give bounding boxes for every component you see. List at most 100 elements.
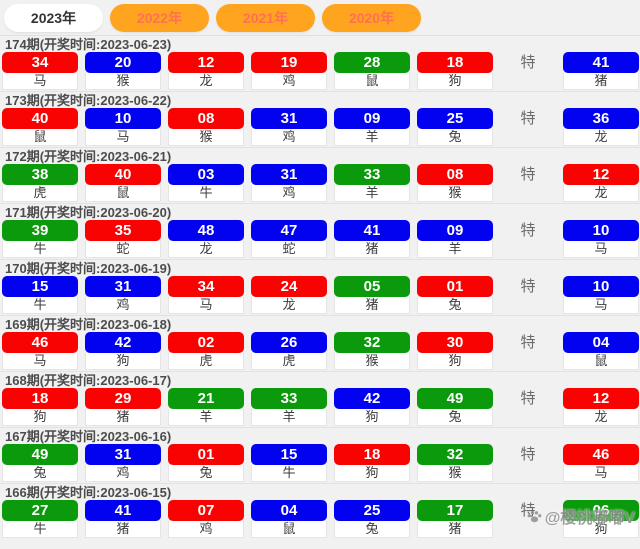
ball-zodiac-label: 牛 bbox=[2, 241, 78, 258]
ball-cell: 40 鼠 bbox=[85, 164, 161, 202]
ball-zodiac-label: 羊 bbox=[168, 409, 244, 426]
ball-zodiac-label: 龙 bbox=[251, 297, 327, 314]
tab-year-2020[interactable]: 2020年 bbox=[322, 4, 421, 32]
period-block: 168期(开奖时间:2023-06-17) 18 狗 29 猪 21 羊 33 羊 42 狗 49 兔特… bbox=[0, 371, 640, 427]
ball-cell: 21 羊 bbox=[168, 388, 244, 426]
ball-zodiac-label: 羊 bbox=[334, 185, 410, 202]
period-block: 169期(开奖时间:2023-06-18) 46 马 42 狗 02 虎 26 虎 32 猴 30 狗特… bbox=[0, 315, 640, 371]
ball-cell: 28 鼠 bbox=[334, 52, 410, 90]
ball-cell: 31 鸡 bbox=[251, 164, 327, 202]
special-ball-cell: 36 龙 bbox=[563, 108, 639, 146]
ball-number: 12 bbox=[168, 52, 244, 73]
ball-cell: 17 猪 bbox=[417, 500, 493, 538]
ball-number: 04 bbox=[251, 500, 327, 521]
ball-zodiac-label: 兔 bbox=[417, 129, 493, 146]
tab-year-2022[interactable]: 2022年 bbox=[110, 4, 209, 32]
ball-zodiac-label: 鸡 bbox=[251, 129, 327, 146]
ball-zodiac-label: 狗 bbox=[417, 73, 493, 90]
ball-zodiac-label: 鸡 bbox=[251, 73, 327, 90]
special-ball-number: 12 bbox=[563, 164, 639, 185]
balls-row: 40 鼠 10 马 08 猴 31 鸡 09 羊 25 兔特 36 龙 bbox=[0, 108, 640, 146]
ball-zodiac-label: 羊 bbox=[417, 241, 493, 258]
ball-zodiac-label: 鼠 bbox=[563, 353, 639, 370]
ball-zodiac-label: 鼠 bbox=[85, 185, 161, 202]
ball-number: 18 bbox=[334, 444, 410, 465]
ball-zodiac-label: 牛 bbox=[2, 297, 78, 314]
ball-zodiac-label: 龙 bbox=[563, 129, 639, 146]
ball-number: 20 bbox=[85, 52, 161, 73]
ball-cell: 05 猪 bbox=[334, 276, 410, 314]
ball-zodiac-label: 狗 bbox=[417, 353, 493, 370]
ball-cell: 12 龙 bbox=[168, 52, 244, 90]
ball-cell: 42 狗 bbox=[334, 388, 410, 426]
ball-zodiac-label: 牛 bbox=[251, 465, 327, 482]
ball-number: 40 bbox=[85, 164, 161, 185]
balls-row: 27 牛 41 猪 07 鸡 04 鼠 25 兔 17 猪特 06 狗 bbox=[0, 500, 640, 538]
year-tabbar: 2023年 2022年 2021年 2020年 bbox=[0, 0, 640, 36]
tab-year-2021[interactable]: 2021年 bbox=[216, 4, 315, 32]
ball-number: 31 bbox=[85, 444, 161, 465]
ball-zodiac-label: 猴 bbox=[85, 73, 161, 90]
ball-cell: 02 虎 bbox=[168, 332, 244, 370]
special-ball-number: 10 bbox=[563, 276, 639, 297]
ball-cell: 03 牛 bbox=[168, 164, 244, 202]
ball-zodiac-label: 马 bbox=[168, 297, 244, 314]
period-block: 170期(开奖时间:2023-06-19) 15 牛 31 鸡 34 马 24 龙 05 猪 01 兔特… bbox=[0, 259, 640, 315]
ball-number: 10 bbox=[85, 108, 161, 129]
ball-cell: 41 猪 bbox=[334, 220, 410, 258]
special-ball-cell: 10 马 bbox=[563, 276, 639, 314]
ball-zodiac-label: 龙 bbox=[563, 185, 639, 202]
balls-row: 38 虎 40 鼠 03 牛 31 鸡 33 羊 08 猴特 12 龙 bbox=[0, 164, 640, 202]
special-ball-number: 41 bbox=[563, 52, 639, 73]
ball-zodiac-label: 马 bbox=[2, 73, 78, 90]
ball-zodiac-label: 猪 bbox=[85, 409, 161, 426]
ball-zodiac-label: 鸡 bbox=[85, 465, 161, 482]
ball-number: 01 bbox=[417, 276, 493, 297]
special-ball-number: 36 bbox=[563, 108, 639, 129]
special-label: 特 bbox=[520, 166, 536, 183]
ball-zodiac-label: 狗 bbox=[334, 465, 410, 482]
ball-number: 17 bbox=[417, 500, 493, 521]
period-title: 168期(开奖时间:2023-06-17) bbox=[5, 373, 172, 388]
ball-zodiac-label: 猪 bbox=[417, 521, 493, 538]
ball-cell: 07 鸡 bbox=[168, 500, 244, 538]
ball-cell: 47 蛇 bbox=[251, 220, 327, 258]
ball-zodiac-label: 龙 bbox=[563, 409, 639, 426]
ball-number: 49 bbox=[417, 388, 493, 409]
ball-number: 35 bbox=[85, 220, 161, 241]
ball-number: 01 bbox=[168, 444, 244, 465]
ball-number: 48 bbox=[168, 220, 244, 241]
period-title: 171期(开奖时间:2023-06-20) bbox=[5, 205, 172, 220]
ball-number: 03 bbox=[168, 164, 244, 185]
special-ball-number: 10 bbox=[563, 220, 639, 241]
ball-zodiac-label: 猴 bbox=[417, 465, 493, 482]
ball-number: 34 bbox=[168, 276, 244, 297]
ball-zodiac-label: 兔 bbox=[417, 297, 493, 314]
balls-row: 15 牛 31 鸡 34 马 24 龙 05 猪 01 兔特 10 马 bbox=[0, 276, 640, 314]
ball-number: 29 bbox=[85, 388, 161, 409]
ball-zodiac-label: 狗 bbox=[85, 353, 161, 370]
ball-number: 42 bbox=[85, 332, 161, 353]
ball-number: 33 bbox=[251, 388, 327, 409]
ball-zodiac-label: 猪 bbox=[334, 297, 410, 314]
ball-cell: 48 龙 bbox=[168, 220, 244, 258]
ball-zodiac-label: 狗 bbox=[563, 521, 639, 538]
ball-cell: 38 虎 bbox=[2, 164, 78, 202]
ball-number: 25 bbox=[417, 108, 493, 129]
ball-zodiac-label: 狗 bbox=[334, 409, 410, 426]
ball-number: 31 bbox=[251, 164, 327, 185]
special-ball-cell: 12 龙 bbox=[563, 164, 639, 202]
ball-cell: 18 狗 bbox=[2, 388, 78, 426]
ball-cell: 09 羊 bbox=[334, 108, 410, 146]
period-title: 166期(开奖时间:2023-06-15) bbox=[5, 485, 172, 500]
ball-number: 18 bbox=[417, 52, 493, 73]
balls-row: 39 牛 35 蛇 48 龙 47 蛇 41 猪 09 羊特 10 马 bbox=[0, 220, 640, 258]
ball-zodiac-label: 兔 bbox=[417, 409, 493, 426]
tab-year-2023[interactable]: 2023年 bbox=[4, 4, 103, 32]
ball-cell: 04 鼠 bbox=[251, 500, 327, 538]
ball-number: 15 bbox=[251, 444, 327, 465]
ball-cell: 09 羊 bbox=[417, 220, 493, 258]
period-block: 166期(开奖时间:2023-06-15) 27 牛 41 猪 07 鸡 04 鼠 25 兔 17 猪特… bbox=[0, 483, 640, 539]
ball-zodiac-label: 兔 bbox=[334, 521, 410, 538]
ball-cell: 25 兔 bbox=[417, 108, 493, 146]
